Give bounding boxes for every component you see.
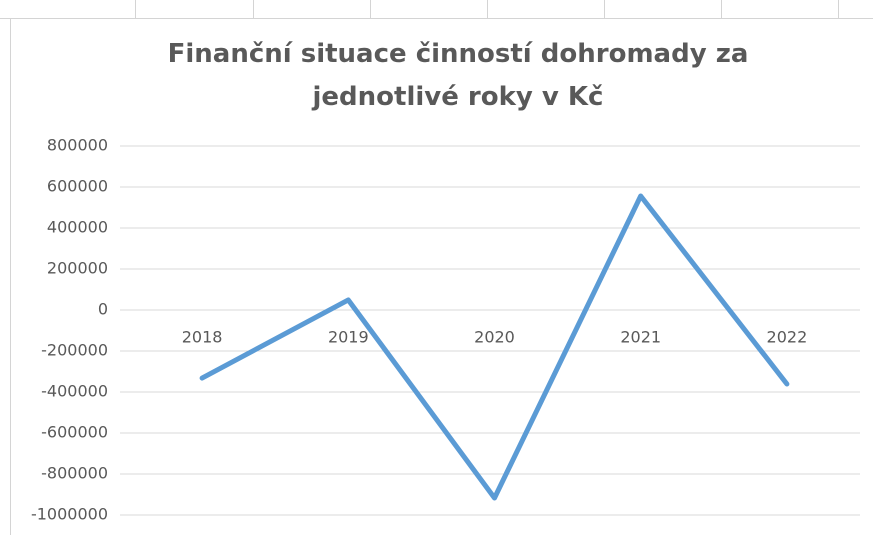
y-tick-label: 0 (98, 300, 108, 319)
data-line (199, 193, 790, 501)
chart-title: Finanční situace činností dohromady za j… (167, 39, 749, 112)
y-tick-label: 600000 (47, 177, 108, 196)
x-tick-label: 2019 (328, 328, 369, 347)
x-tick-label: 2021 (620, 328, 661, 347)
y-tick-label: 400000 (47, 218, 108, 237)
x-tick-label: 2022 (767, 328, 808, 347)
x-tick-label: 2020 (474, 328, 515, 347)
y-tick-label: -400000 (41, 382, 108, 401)
y-tick-label: 800000 (47, 136, 108, 155)
y-tick-label: -600000 (41, 423, 108, 442)
y-tick-label: -1000000 (31, 505, 108, 524)
y-tick-label: 200000 (47, 259, 108, 278)
y-tick-label: -800000 (41, 464, 108, 483)
y-tick-label: -200000 (41, 341, 108, 360)
x-tick-label: 2018 (182, 328, 223, 347)
